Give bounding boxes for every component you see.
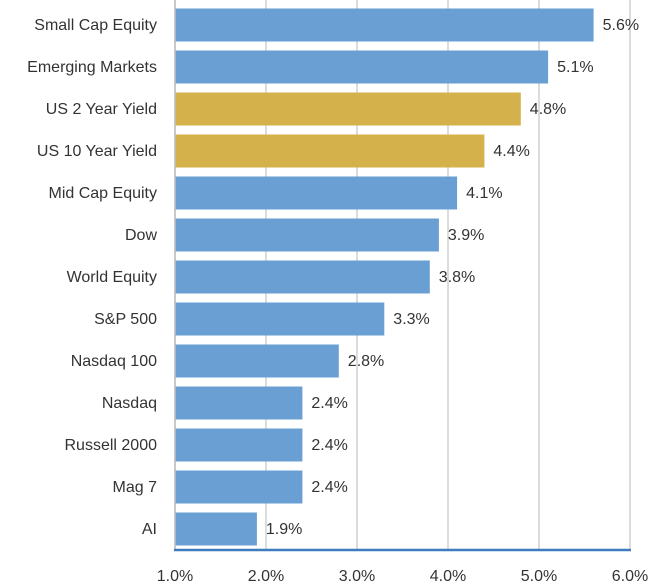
x-tick-label: 1.0%	[157, 568, 193, 585]
y-tick-label: Nasdaq 100	[71, 353, 157, 370]
y-tick-label: AI	[142, 521, 157, 538]
y-tick-label: Mag 7	[113, 479, 158, 496]
value-label: 3.9%	[448, 227, 484, 244]
value-label: 2.8%	[348, 353, 384, 370]
x-tick-label: 2.0%	[248, 568, 284, 585]
y-tick-label: Emerging Markets	[27, 59, 157, 76]
value-label: 1.9%	[266, 521, 302, 538]
bar	[175, 470, 303, 504]
y-tick-label: Mid Cap Equity	[49, 185, 158, 202]
bar	[175, 512, 257, 546]
value-label: 2.4%	[311, 395, 347, 412]
y-tick-label: S&P 500	[94, 311, 157, 328]
value-label: 4.4%	[493, 143, 529, 160]
y-tick-label: Small Cap Equity	[34, 17, 157, 34]
y-tick-label: Dow	[125, 227, 157, 244]
bar	[175, 302, 385, 336]
value-label: 3.8%	[439, 269, 475, 286]
value-label: 4.1%	[466, 185, 502, 202]
value-label: 4.8%	[530, 101, 566, 118]
bar	[175, 92, 521, 126]
x-tick-label: 4.0%	[430, 568, 466, 585]
bar	[175, 134, 485, 168]
y-tick-label: US 2 Year Yield	[46, 101, 157, 118]
value-label: 2.4%	[311, 437, 347, 454]
bar	[175, 50, 549, 84]
x-tick-label: 5.0%	[521, 568, 557, 585]
bar	[175, 386, 303, 420]
y-tick-label: Russell 2000	[65, 437, 158, 454]
bar	[175, 428, 303, 462]
y-tick-label: Nasdaq	[102, 395, 157, 412]
bar	[175, 218, 439, 252]
bar	[175, 176, 458, 210]
value-label: 5.1%	[557, 59, 593, 76]
bar	[175, 8, 594, 42]
value-label: 3.3%	[393, 311, 429, 328]
x-tick-label: 3.0%	[339, 568, 375, 585]
x-tick-label: 6.0%	[612, 568, 648, 585]
y-tick-label: US 10 Year Yield	[37, 143, 157, 160]
value-label: 5.6%	[603, 17, 639, 34]
value-label: 2.4%	[311, 479, 347, 496]
bar	[175, 344, 339, 378]
y-tick-label: World Equity	[67, 269, 157, 286]
bar	[175, 260, 430, 294]
